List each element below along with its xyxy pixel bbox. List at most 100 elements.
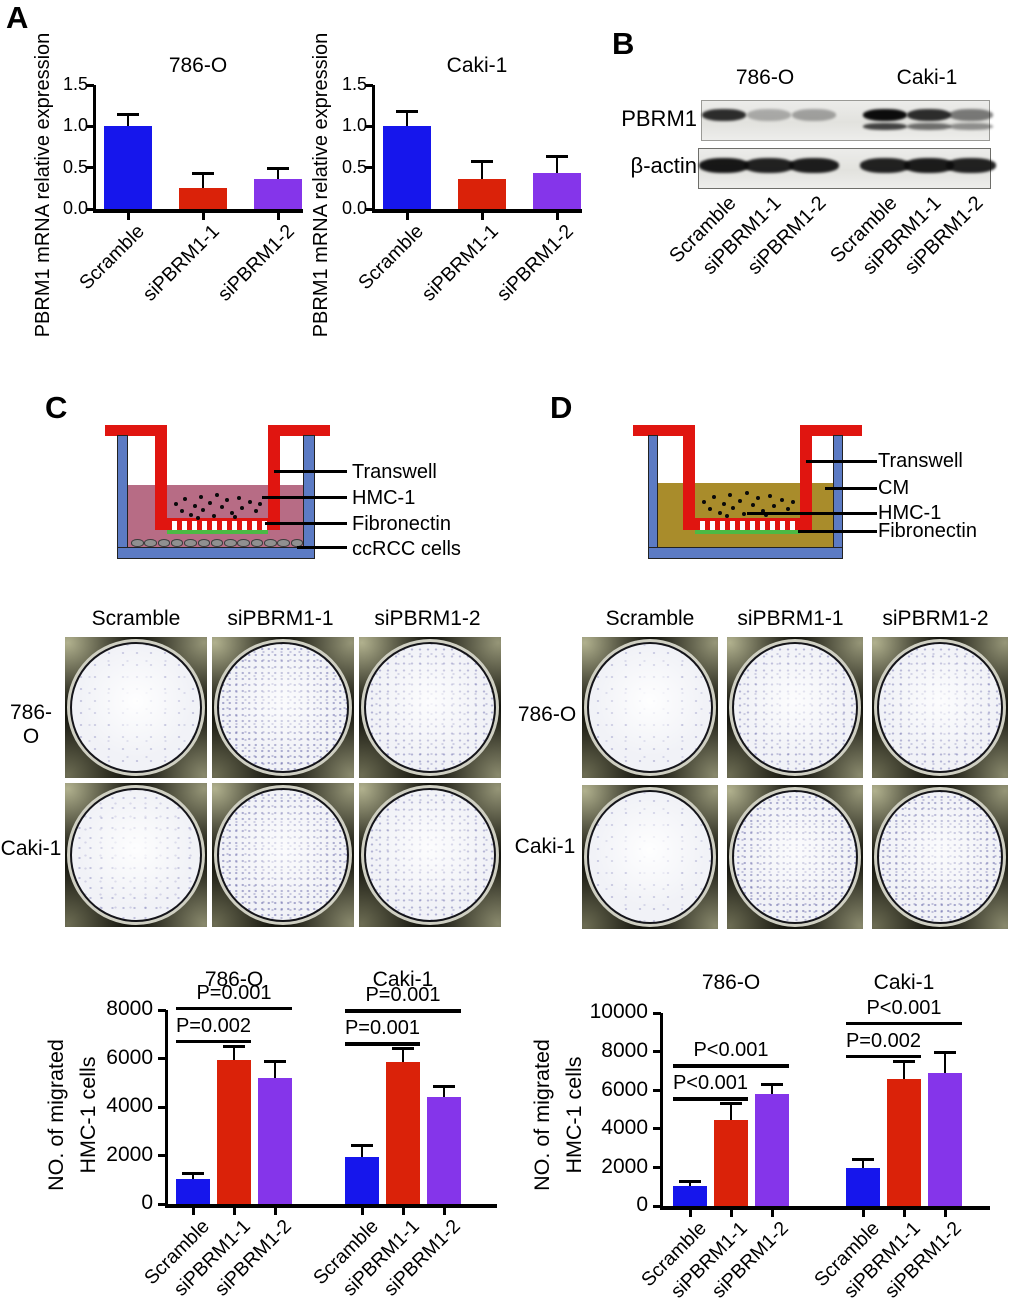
y-tick-label: 1.5 xyxy=(341,74,367,95)
membrane-circle xyxy=(217,788,349,922)
migration-well-image xyxy=(65,783,207,927)
migration-well-image xyxy=(582,785,718,929)
blot-row-label: PBRM1 xyxy=(621,106,697,131)
hmc1-cell-dot xyxy=(756,496,760,501)
error-bar-cap xyxy=(720,1102,742,1106)
y-tick-label: 6000 xyxy=(601,1077,648,1101)
hmc1-cell-dot xyxy=(772,504,776,509)
y-tick-label: 10000 xyxy=(589,1000,648,1024)
hmc1-cell-dot xyxy=(198,495,203,500)
y-tick-label: 0.5 xyxy=(341,156,367,177)
x-tick-mark xyxy=(770,1206,774,1217)
y-tick-label: 1.0 xyxy=(62,115,88,136)
membrane-circle xyxy=(877,642,1003,773)
protein-band xyxy=(860,158,910,173)
hmc1-cell-dot xyxy=(751,502,755,507)
error-bar xyxy=(405,113,409,127)
diagram-label-transwell: Transwell xyxy=(352,461,437,483)
bar-siPBRM1-1 xyxy=(386,1062,420,1204)
membrane-circle xyxy=(364,642,496,773)
membrane-circle xyxy=(732,642,858,773)
membrane-stripes xyxy=(167,518,268,530)
y-tick-label: 0.0 xyxy=(341,198,367,219)
col-header: Scramble xyxy=(605,607,695,630)
significance-label: P=0.001 xyxy=(365,984,441,1007)
hmc1-cell-dot xyxy=(189,512,193,517)
hmc1-cell-dot xyxy=(712,494,716,499)
significance-label: P=0.002 xyxy=(175,1014,252,1037)
significance-line xyxy=(846,1054,921,1059)
significance-line xyxy=(345,1042,420,1046)
cell-line-header: Caki-1 xyxy=(896,66,958,89)
y-tick-mark xyxy=(86,166,94,170)
grid-row-label: 786-O xyxy=(517,703,577,726)
well-bottom xyxy=(648,547,843,559)
col-header: siPBRM1-1 xyxy=(227,607,334,630)
ccrcc-cell xyxy=(131,539,144,547)
error-bar-cap xyxy=(396,110,418,114)
y-tick-label: 4000 xyxy=(106,1094,153,1118)
migration-well-image xyxy=(582,637,718,778)
transwell-flange-right xyxy=(800,425,862,436)
hmc1-cell-dot xyxy=(745,491,749,496)
plot-area: 0.0 0.5 1.0 1.5 Scramble siPBRM1-1 siPBRM1-2 xyxy=(63,75,303,306)
hmc1-cell-dot xyxy=(208,500,212,505)
panel-letter-c: C xyxy=(45,390,68,425)
fibronectin-layer xyxy=(695,530,800,534)
bar-Scramble xyxy=(104,126,152,209)
chart-title: Caki-1 xyxy=(446,54,508,77)
hmc1-cells-dots xyxy=(698,488,798,518)
protein-band xyxy=(792,109,836,121)
plot-area: 0 2000 4000 6000 8000 786-O Scramble siPBRM1-1 s… xyxy=(106,968,497,1301)
plot-area: 0 2000 4000 6000 8000 10000 786-O Scramble siPBR… xyxy=(590,971,990,1303)
transwell-leg-right xyxy=(268,425,280,530)
col-header: siPBRM1-2 xyxy=(882,607,989,630)
diagram-label-fibronectin: Fibronectin xyxy=(352,513,451,535)
error-bar xyxy=(902,1063,906,1079)
blot-strip-pbrm1 xyxy=(701,100,993,141)
y-tick-label: 0 xyxy=(636,1193,648,1217)
x-tick-mark xyxy=(360,1204,364,1215)
migration-image-grid xyxy=(65,637,501,927)
y-tick-label: 0.0 xyxy=(62,198,88,219)
hmc1-cell-dot xyxy=(253,509,258,514)
significance-label: P<0.001 xyxy=(693,1039,769,1062)
y-tick-label: 8000 xyxy=(106,997,153,1021)
protein-band xyxy=(863,123,907,130)
migration-well-image xyxy=(872,637,1008,778)
well-wall-right xyxy=(303,435,315,554)
x-tick-mark xyxy=(232,1204,236,1215)
migration-well-image xyxy=(359,783,501,927)
ccrcc-cell xyxy=(264,539,277,547)
error-bar-cap xyxy=(852,1157,874,1161)
bar-siPBRM1-1 xyxy=(458,179,506,209)
diagram-label-transwell: Transwell xyxy=(878,450,963,472)
leader-line xyxy=(825,487,877,490)
error-bar-cap xyxy=(546,154,568,158)
group-title: Caki-1 xyxy=(372,968,434,991)
col-header: Scramble xyxy=(91,607,181,630)
error-bar xyxy=(276,170,280,180)
ccrcc-cell xyxy=(144,539,157,547)
leader-line xyxy=(265,522,347,525)
transwell-diagram-cm: Transwell CM HMC-1 Fibronectin xyxy=(630,418,1020,573)
significance-line xyxy=(673,1097,748,1101)
error-bar xyxy=(555,157,559,174)
y-tick-mark xyxy=(365,207,373,211)
significance-line xyxy=(176,1006,292,1011)
membrane-circle xyxy=(587,790,713,924)
protein-band xyxy=(907,109,951,121)
leader-line xyxy=(297,546,347,549)
significance-label: P<0.001 xyxy=(672,1072,749,1095)
error-bar-cap xyxy=(679,1179,701,1183)
error-bar xyxy=(688,1182,692,1186)
y-tick-mark xyxy=(653,1165,661,1169)
error-bar-cap xyxy=(433,1084,455,1088)
leader-line xyxy=(798,530,877,533)
hmc1-cell-dot xyxy=(225,498,230,503)
x-tick-mark xyxy=(688,1206,692,1217)
x-tick-mark xyxy=(401,1204,405,1215)
grid-row-label: 786-O xyxy=(9,701,53,748)
grid-row-label: Caki-1 xyxy=(514,835,576,858)
hmc1-cell-dot xyxy=(195,515,200,520)
